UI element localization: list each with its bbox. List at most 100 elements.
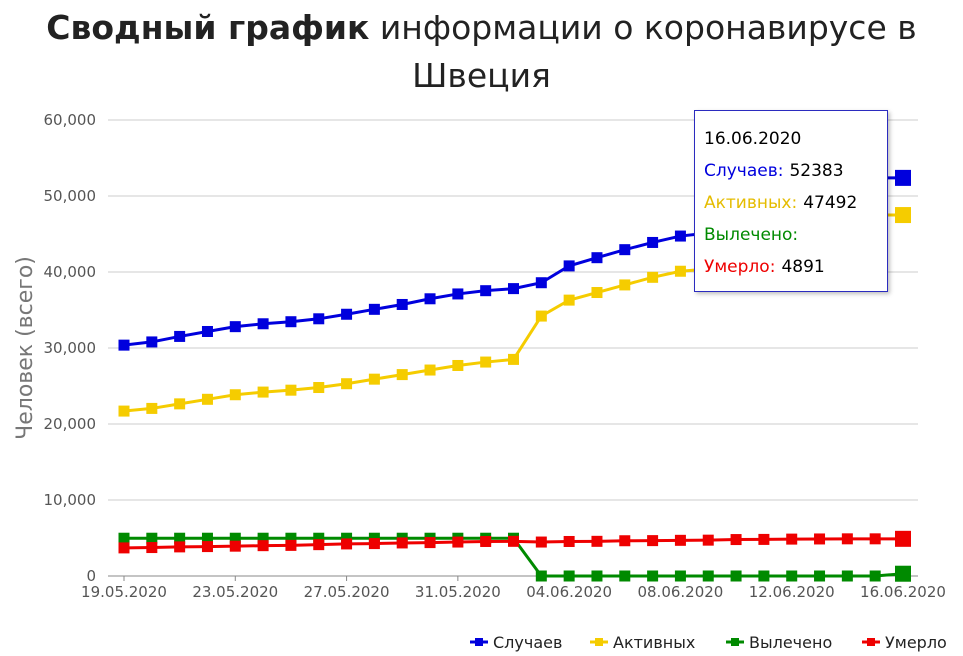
data-point[interactable] (201, 532, 213, 544)
data-point[interactable] (368, 538, 380, 550)
data-point[interactable] (313, 539, 325, 551)
data-point[interactable] (647, 570, 659, 582)
data-point[interactable] (368, 373, 380, 385)
data-point[interactable] (341, 538, 353, 550)
data-point[interactable] (452, 359, 464, 371)
data-point[interactable] (118, 542, 130, 554)
data-point[interactable] (229, 540, 241, 552)
data-point[interactable] (396, 369, 408, 381)
data-point[interactable] (758, 533, 770, 545)
data-point[interactable] (591, 252, 603, 264)
data-point[interactable] (146, 402, 158, 414)
data-point[interactable] (841, 570, 853, 582)
data-point[interactable] (674, 534, 686, 546)
data-point[interactable] (869, 570, 881, 582)
data-point[interactable] (452, 288, 464, 300)
data-point[interactable] (563, 294, 575, 306)
data-point[interactable] (895, 207, 911, 224)
data-point[interactable] (313, 313, 325, 325)
data-point[interactable] (647, 236, 659, 248)
data-point[interactable] (229, 321, 241, 333)
data-point[interactable] (535, 277, 547, 289)
data-point[interactable] (424, 293, 436, 305)
data-point[interactable] (285, 384, 297, 396)
data-point[interactable] (396, 298, 408, 310)
data-point[interactable] (452, 536, 464, 548)
data-point[interactable] (257, 540, 269, 552)
data-point[interactable] (895, 565, 911, 582)
data-point[interactable] (563, 260, 575, 272)
data-point[interactable] (118, 405, 130, 417)
legend[interactable]: Случаев Активных Вылечено Умерло (470, 633, 947, 652)
data-point[interactable] (674, 265, 686, 277)
data-point[interactable] (285, 532, 297, 544)
data-point[interactable] (396, 537, 408, 549)
data-point[interactable] (814, 533, 826, 545)
data-point[interactable] (563, 570, 575, 582)
legend-item[interactable]: Вылечено (726, 633, 832, 652)
data-point[interactable] (257, 532, 269, 544)
data-point[interactable] (702, 534, 714, 546)
data-point[interactable] (368, 303, 380, 315)
data-point[interactable] (480, 535, 492, 547)
data-point[interactable] (508, 283, 519, 295)
data-point[interactable] (424, 364, 436, 376)
data-point[interactable] (480, 356, 492, 368)
data-point[interactable] (174, 398, 186, 410)
data-point[interactable] (730, 570, 742, 582)
data-point[interactable] (341, 308, 353, 320)
data-point[interactable] (869, 533, 881, 545)
legend-item[interactable]: Активных (590, 633, 695, 652)
data-point[interactable] (619, 244, 631, 256)
data-point[interactable] (229, 389, 241, 401)
data-point[interactable] (118, 532, 130, 544)
data-point[interactable] (201, 393, 213, 405)
data-point[interactable] (341, 532, 353, 544)
data-point[interactable] (174, 330, 186, 342)
data-point[interactable] (285, 539, 297, 551)
data-point[interactable] (647, 271, 659, 283)
data-point[interactable] (786, 533, 798, 545)
data-point[interactable] (535, 570, 547, 582)
data-point[interactable] (201, 541, 213, 553)
data-point[interactable] (758, 570, 770, 582)
data-point[interactable] (313, 382, 325, 394)
data-point[interactable] (508, 353, 519, 365)
data-point[interactable] (146, 542, 158, 554)
data-point[interactable] (895, 530, 911, 547)
data-point[interactable] (118, 339, 130, 351)
data-point[interactable] (174, 541, 186, 553)
data-point[interactable] (563, 535, 575, 547)
data-point[interactable] (174, 532, 186, 544)
data-point[interactable] (674, 230, 686, 242)
data-point[interactable] (591, 570, 603, 582)
data-point[interactable] (619, 535, 631, 547)
data-point[interactable] (229, 532, 241, 544)
data-point[interactable] (591, 287, 603, 299)
legend-item[interactable]: Умерло (862, 633, 947, 652)
data-point[interactable] (313, 532, 325, 544)
data-point[interactable] (480, 285, 492, 297)
data-point[interactable] (786, 570, 798, 582)
data-point[interactable] (702, 570, 714, 582)
data-point[interactable] (257, 318, 269, 330)
data-point[interactable] (285, 316, 297, 328)
data-point[interactable] (591, 535, 603, 547)
data-point[interactable] (841, 533, 853, 545)
data-point[interactable] (647, 535, 659, 547)
data-point[interactable] (674, 570, 686, 582)
data-point[interactable] (730, 534, 742, 546)
data-point[interactable] (535, 310, 547, 322)
data-point[interactable] (619, 279, 631, 291)
data-point[interactable] (424, 537, 436, 549)
legend-item[interactable]: Случаев (470, 633, 562, 652)
data-point[interactable] (341, 378, 353, 390)
data-point[interactable] (895, 169, 911, 186)
data-point[interactable] (146, 532, 158, 544)
data-point[interactable] (814, 570, 826, 582)
data-point[interactable] (619, 570, 631, 582)
data-point[interactable] (508, 535, 519, 547)
data-point[interactable] (201, 325, 213, 337)
data-point[interactable] (257, 386, 269, 398)
data-point[interactable] (146, 336, 158, 348)
